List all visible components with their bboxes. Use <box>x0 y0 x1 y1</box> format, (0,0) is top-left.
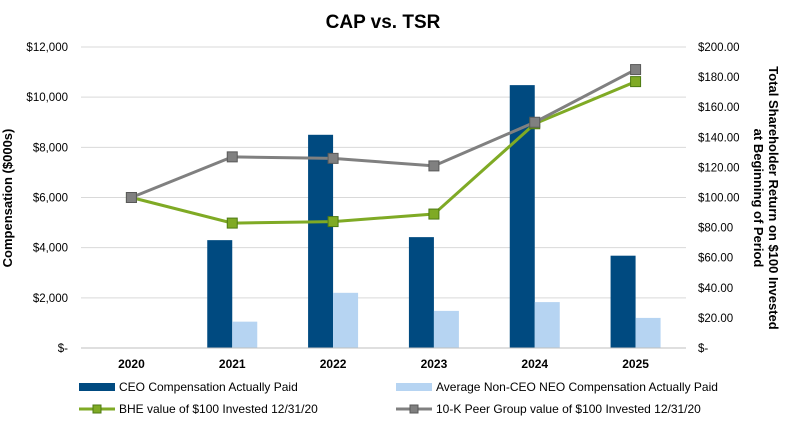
point-marker-bhe <box>226 217 238 229</box>
bar-ceo-cap <box>610 255 636 348</box>
point-marker-peer <box>428 160 440 172</box>
y-axis-left: $- $2,000 $4,000 $6,000 $8,000 $10,000 $12,000 <box>26 42 68 355</box>
bar-neo-cap <box>433 310 459 348</box>
line-series <box>125 64 642 229</box>
x-tick-label: 2020 <box>118 357 145 371</box>
bar-neo-cap <box>232 321 258 348</box>
x-tick-label: 2021 <box>219 357 246 371</box>
series-line-peer <box>130 68 637 199</box>
legend-label: Average Non-CEO NEO Compensation Actuall… <box>436 380 718 394</box>
series-line-bhe <box>131 80 637 225</box>
y-axis-right: $- $20.00 $40.00 $60.00 $80.00 $100.00 $120.00… <box>698 42 740 355</box>
chart-title: CAP vs. TSR <box>326 12 441 33</box>
y-tick-label-left: $4,000 <box>33 243 68 255</box>
legend: CEO Compensation Actually Paid Average No… <box>79 380 718 416</box>
x-tick-label: 2024 <box>521 357 548 371</box>
x-tick-label: 2025 <box>622 357 649 371</box>
y-tick-label-right: $160.00 <box>698 102 740 114</box>
y-tick-label-right: $140.00 <box>698 132 740 144</box>
y-axis-right-label-line1: Total Shareholder Return on $100 Investe… <box>766 66 781 329</box>
bar-neo-cap <box>534 302 560 348</box>
point-marker-bhe <box>630 76 642 88</box>
bar-ceo-cap <box>308 134 334 348</box>
gridlines <box>81 46 686 299</box>
y-tick-label-left: $12,000 <box>26 42 68 54</box>
y-tick-label-right: $40.00 <box>698 283 733 295</box>
y-tick-label-left: $2,000 <box>33 293 68 305</box>
point-marker-bhe <box>327 216 339 228</box>
y-tick-label-right: $80.00 <box>698 223 733 235</box>
point-marker-peer <box>529 116 541 128</box>
point-marker-peer <box>125 192 137 203</box>
y-tick-label-left: $6,000 <box>33 193 68 205</box>
point-marker-peer <box>630 64 642 76</box>
legend-swatch-bar <box>79 383 115 391</box>
bar-neo-cap <box>333 292 359 348</box>
point-marker-peer <box>327 152 339 164</box>
y-tick-label-right: $100.00 <box>698 193 740 205</box>
y-tick-label-right: $- <box>698 343 708 355</box>
point-marker-peer <box>226 151 238 163</box>
legend-swatch-marker <box>409 404 419 414</box>
legend-label: 10-K Peer Group value of $100 Invested 1… <box>436 402 701 416</box>
y-tick-label-right: $60.00 <box>698 253 733 265</box>
bar-ceo-cap <box>207 240 233 348</box>
legend-swatch-bar <box>396 383 432 391</box>
bar-neo-cap <box>635 317 661 348</box>
y-tick-label-right: $180.00 <box>698 72 740 84</box>
x-tick-label: 2022 <box>320 357 347 371</box>
legend-swatch-marker <box>92 404 102 414</box>
y-tick-label-left: $10,000 <box>26 92 68 104</box>
y-tick-label-right: $20.00 <box>698 313 733 325</box>
y-tick-label-right: $200.00 <box>698 42 740 54</box>
legend-label: CEO Compensation Actually Paid <box>119 380 298 394</box>
bar-ceo-cap <box>408 237 434 348</box>
bars <box>207 85 661 349</box>
y-axis-left-label: Compensation ($000s) <box>0 129 15 268</box>
x-tick-label: 2023 <box>421 357 448 371</box>
legend-label: BHE value of $100 Invested 12/31/20 <box>119 402 318 416</box>
y-tick-label-left: $8,000 <box>33 142 68 154</box>
y-axis-right-label-line2: at Beginning of Period <box>751 129 766 268</box>
y-tick-label-left: $- <box>58 343 68 355</box>
point-marker-bhe <box>428 208 440 220</box>
y-tick-label-right: $120.00 <box>698 162 740 174</box>
x-axis: 2020 2021 2022 2023 2024 2025 <box>118 357 649 371</box>
